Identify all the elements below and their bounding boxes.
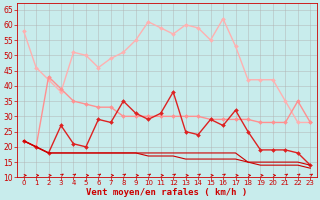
X-axis label: Vent moyen/en rafales ( km/h ): Vent moyen/en rafales ( km/h ) [86, 188, 248, 197]
